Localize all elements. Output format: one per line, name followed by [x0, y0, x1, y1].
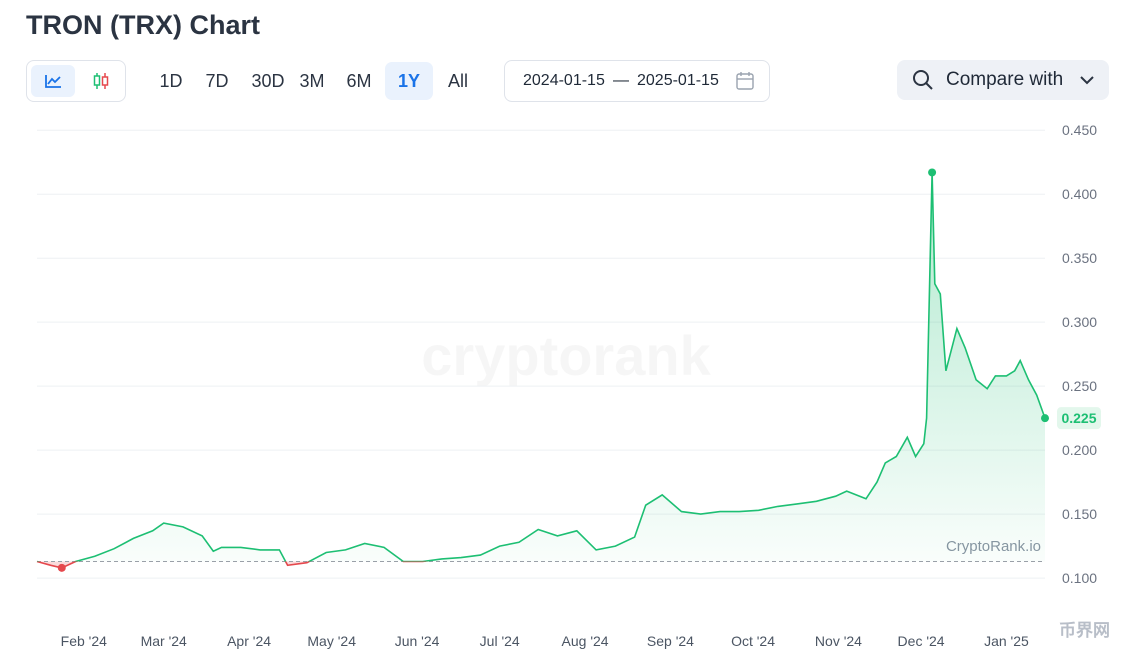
y-tick-label: 0.100: [1062, 570, 1097, 586]
max-dot: [928, 168, 937, 177]
y-tick-label: 0.450: [1062, 122, 1097, 138]
chart-title: TRON (TRX) Chart: [26, 10, 260, 40]
y-tick-label: 0.200: [1062, 442, 1097, 458]
date-range[interactable]: 2024-01-15 — 2025-01-15: [504, 60, 770, 102]
x-tick-label: Mar '24: [141, 633, 187, 649]
corner-mark: 币界网: [1059, 621, 1110, 640]
range-button[interactable]: 1D: [159, 71, 183, 91]
candle-type-button[interactable]: [79, 65, 123, 97]
watermark: cryptorank: [421, 324, 711, 387]
x-tick-label: Apr '24: [227, 633, 271, 649]
x-tick-label: Oct '24: [731, 633, 775, 649]
range-button[interactable]: 6M: [346, 71, 372, 91]
date-start: 2024-01-15: [523, 72, 605, 89]
price-line-down: [36, 561, 429, 569]
x-tick-label: Dec '24: [898, 633, 945, 649]
last-value-label: 0.225: [1061, 410, 1096, 426]
min-dot: [57, 563, 66, 572]
compare-label: Compare with: [946, 69, 1064, 90]
area-up: [75, 172, 1045, 562]
compare-button[interactable]: Compare with: [897, 60, 1109, 100]
line-icon: [45, 75, 61, 88]
x-tick-label: Jan '25: [984, 633, 1029, 649]
date-separator: —: [613, 72, 629, 89]
date-end: 2025-01-15: [637, 72, 719, 89]
x-tick-label: Sep '24: [647, 633, 694, 649]
candle-icon: [93, 73, 109, 89]
y-tick-label: 0.150: [1062, 506, 1097, 522]
last-dot: [1041, 414, 1049, 423]
x-tick-label: Jul '24: [480, 633, 520, 649]
range-button[interactable]: 3M: [299, 71, 325, 91]
y-tick-label: 0.350: [1062, 250, 1097, 266]
chevron-icon: [1080, 76, 1094, 85]
chart-type-switch: [26, 60, 126, 102]
x-tick-label: Feb '24: [61, 633, 107, 649]
line-type-button[interactable]: [31, 65, 75, 97]
range-button[interactable]: All: [447, 71, 468, 91]
x-tick-label: May '24: [307, 633, 356, 649]
y-tick-label: 0.300: [1062, 314, 1097, 330]
y-tick-label: 0.400: [1062, 186, 1097, 202]
range-button[interactable]: 7D: [205, 71, 229, 91]
x-tick-label: Jun '24: [395, 633, 440, 649]
x-tick-label: Aug '24: [562, 633, 609, 649]
range-button[interactable]: 30D: [251, 71, 285, 91]
search-icon: [913, 70, 933, 90]
y-tick-label: 0.250: [1062, 378, 1097, 394]
last-value-badge: [1057, 407, 1101, 430]
x-tick-label: Nov '24: [815, 633, 862, 649]
price-line-up: [37, 172, 1046, 562]
area-down: [37, 561, 1045, 568]
range-button[interactable]: 1Y: [385, 62, 433, 100]
calendar-icon: [736, 72, 754, 90]
source-label: CryptoRank.io: [946, 538, 1041, 555]
